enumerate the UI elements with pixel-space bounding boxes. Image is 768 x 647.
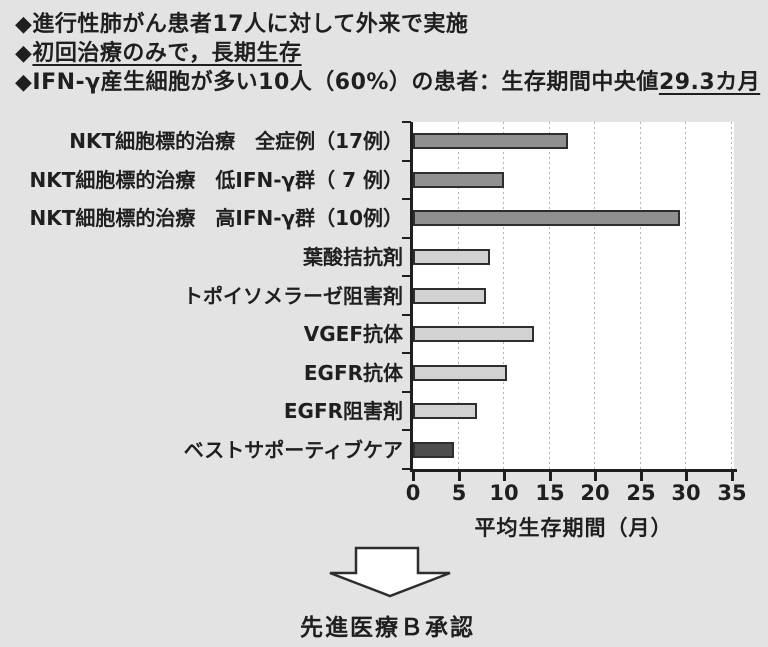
x-tick-label-20: 20 [580,481,610,505]
category-label-2: NKT細胞標的治療 高IFN-γ群（10例） [29,206,403,230]
bar-1 [413,172,504,188]
x-tick-10 [503,472,506,481]
x-tick-20 [594,472,597,481]
category-label-4: トポイソメラーゼ阻害剤 [183,284,403,308]
category-label-8: ベストサポーティブケア [183,438,403,462]
x-tick-0 [412,472,415,481]
x-tick-label-0: 0 [405,481,421,505]
x-tick-label-15: 15 [535,481,565,505]
gridline-35 [731,122,732,469]
bar-0 [413,133,568,149]
x-tick-label-35: 35 [717,481,747,505]
x-tick-25 [640,472,643,481]
y-category-tick-1 [402,160,411,162]
approval-label: 先進医療Ｂ承認 [300,615,475,641]
gridline-25 [640,122,641,469]
x-tick-label-30: 30 [671,481,701,505]
category-label-7: EGFR阻害剤 [283,399,403,423]
x-tick-label-25: 25 [626,481,656,505]
x-tick-5 [458,472,461,481]
y-category-tick-6 [402,352,411,354]
y-category-tick-9 [402,468,411,470]
header-line-2-text: ◆ [15,41,33,66]
x-tick-30 [685,472,688,481]
y-category-tick-2 [402,198,411,200]
x-tick-35 [731,472,734,481]
y-category-tick-0 [402,121,411,123]
x-axis-line [410,469,737,472]
gridline-30 [685,122,686,469]
gridline-15 [549,122,550,469]
header-line-3: ◆IFN-γ産生細胞が多い10人（60%）の患者：生存期間中央値29.3カ月 [15,68,760,97]
bar-8 [413,442,454,458]
plot-area [413,122,734,469]
y-category-tick-7 [402,391,411,393]
bar-7 [413,403,477,419]
category-label-6: EGFR抗体 [303,361,403,385]
x-tick-label-10: 10 [489,481,519,505]
y-axis-line [410,122,413,472]
header-line-2-underlined: 初回治療のみで，長期生存 [32,41,302,66]
header-line-3-underlined: 29.3カ月 [658,70,761,95]
y-category-tick-4 [402,275,411,277]
category-label-3: 葉酸拮抗剤 [303,245,403,269]
y-category-tick-5 [402,314,411,316]
bar-2 [413,210,680,226]
gridline-10 [503,122,504,469]
header-line-2: ◆初回治療のみで，長期生存 [15,39,302,68]
bar-6 [413,365,507,381]
category-labels: NKT細胞標的治療 全症例（17例） NKT細胞標的治療 低IFN-γ群（ 7 例… [0,122,404,469]
header-line-3-text: ◆IFN-γ産生細胞が多い10人（60%）の患者：生存期間中央値 [15,70,659,95]
bar-5 [413,326,534,342]
x-axis-title: 平均生存期間（月） [474,516,673,540]
x-tick-15 [549,472,552,481]
x-tick-label-5: 5 [451,481,467,505]
gridline-20 [594,122,595,469]
bar-4 [413,288,486,304]
y-category-tick-3 [402,237,411,239]
y-category-tick-8 [402,429,411,431]
category-label-1: NKT細胞標的治療 低IFN-γ群（ 7 例） [29,168,404,192]
category-label-5: VGEF抗体 [303,322,403,346]
bar-3 [413,249,490,265]
header-line-1-text: ◆進行性肺がん患者17人に対して外来で実施 [15,12,469,37]
category-label-0: NKT細胞標的治療 全症例（17例） [69,129,403,153]
header-line-1: ◆進行性肺がん患者17人に対して外来で実施 [15,10,468,39]
down-arrow-icon [329,546,451,598]
